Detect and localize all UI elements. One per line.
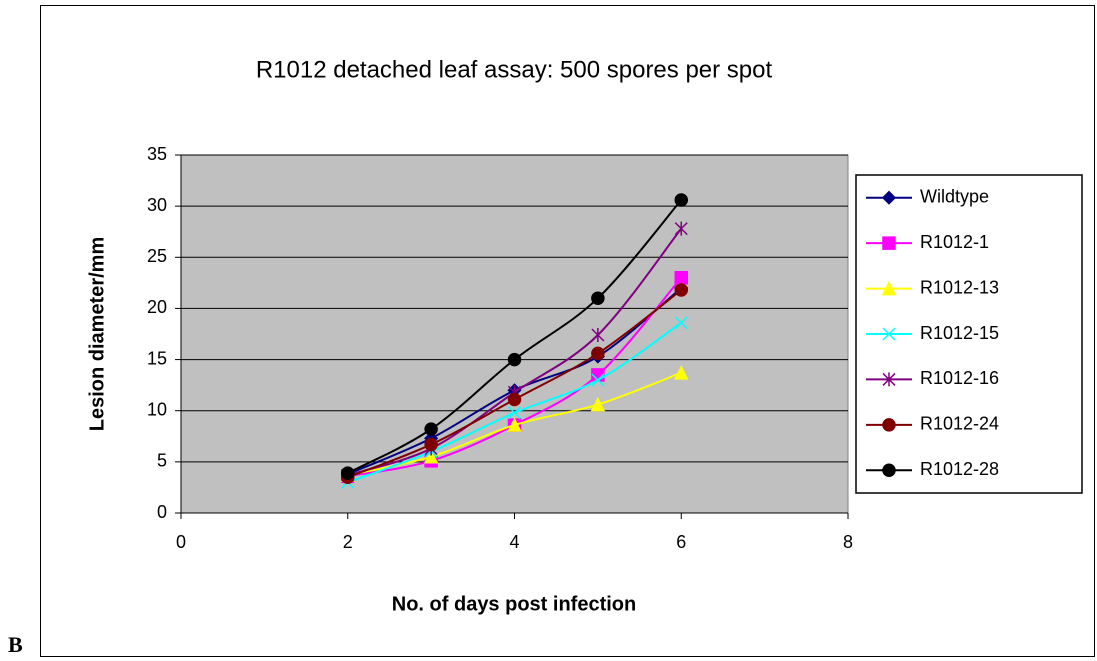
x-tick-label: 8 <box>843 532 853 552</box>
marker <box>424 422 438 436</box>
marker <box>591 373 605 387</box>
marker <box>674 193 688 207</box>
marker <box>507 406 522 420</box>
x-tick-label: 0 <box>176 532 186 552</box>
y-tick-label: 10 <box>147 399 167 419</box>
marker <box>591 346 605 361</box>
marker <box>591 328 605 343</box>
marker <box>881 280 897 296</box>
marker <box>882 372 896 387</box>
marker <box>507 392 522 407</box>
x-tick-label: 6 <box>676 532 686 552</box>
y-tick-label: 0 <box>157 502 167 522</box>
marker <box>674 221 688 236</box>
marker <box>882 463 896 478</box>
marker <box>423 449 439 464</box>
y-tick-label: 5 <box>157 451 167 471</box>
marker <box>341 466 355 480</box>
marker <box>674 283 688 297</box>
legend-label: R1012-28 <box>920 459 999 479</box>
marker <box>882 236 896 250</box>
y-tick-label: 15 <box>147 348 167 368</box>
panel-label: B <box>8 632 23 657</box>
x-axis-label: No. of days post infection <box>392 593 636 615</box>
legend-label: Wildtype <box>920 186 989 206</box>
y-tick-label: 30 <box>147 195 167 215</box>
y-tick-label: 25 <box>147 246 167 266</box>
x-tick-label: 4 <box>509 532 519 552</box>
marker <box>674 316 688 330</box>
marker <box>591 291 605 305</box>
y-axis-label: Lesion diameter/mm <box>86 237 108 432</box>
legend-label: R1012-13 <box>920 277 999 297</box>
y-tick-label: 20 <box>147 297 167 317</box>
plot-area <box>180 154 849 514</box>
marker <box>507 417 522 432</box>
legend-label: R1012-16 <box>920 368 999 388</box>
legend-label: R1012-15 <box>920 323 999 343</box>
marker <box>882 327 896 341</box>
marker <box>424 437 438 452</box>
y-tick-label: 35 <box>147 144 167 164</box>
legend-label: R1012-24 <box>920 414 999 434</box>
chart-title: R1012 detached leaf assay: 500 spores pe… <box>256 56 773 83</box>
legend-label: R1012-1 <box>920 232 989 252</box>
marker <box>881 190 897 205</box>
x-tick-label: 2 <box>343 532 353 552</box>
marker <box>507 352 522 367</box>
marker <box>674 365 689 380</box>
marker <box>882 418 896 432</box>
marker <box>590 396 606 412</box>
marker <box>674 270 688 285</box>
